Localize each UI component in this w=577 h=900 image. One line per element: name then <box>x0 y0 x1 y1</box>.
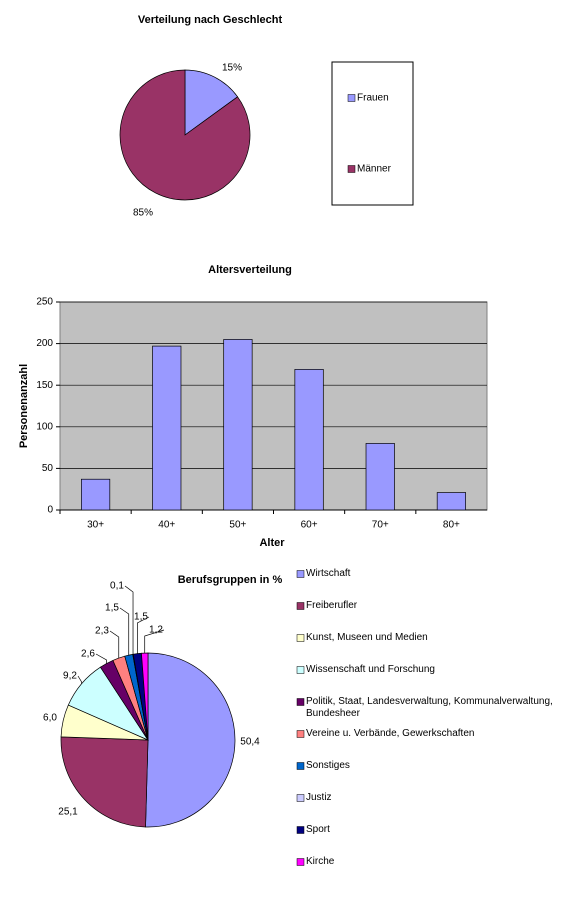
chart-title: Verteilung nach Geschlecht <box>138 14 283 26</box>
pie-slice <box>184 69 239 136</box>
chart-title: Berufsgruppen in % <box>178 574 283 586</box>
legend-label: Frauen <box>357 93 389 104</box>
legend-swatch <box>296 634 305 642</box>
y-tick-label: 100 <box>36 421 53 432</box>
legend-label: Kunst, Museen und Medien <box>306 632 428 643</box>
leader-line <box>109 630 120 659</box>
legend-swatch <box>296 666 305 674</box>
data-label: 1,5 <box>105 603 119 614</box>
data-label: 9,2 <box>63 671 77 682</box>
bar <box>294 369 324 511</box>
y-tick-label: 50 <box>42 463 54 474</box>
legend-swatch <box>296 762 305 770</box>
plot-area <box>59 301 488 511</box>
x-tick-label: 80+ <box>443 520 460 531</box>
x-tick-label: 30+ <box>87 520 104 531</box>
leader-line <box>137 616 150 654</box>
x-tick-label: 60+ <box>301 520 318 531</box>
data-label: 2,6 <box>81 649 95 660</box>
bar <box>152 345 182 511</box>
legend-item: Sport <box>306 824 330 835</box>
legend-swatch <box>347 94 356 102</box>
legend-label: Justiz <box>306 792 332 803</box>
legend-item: Wirtschaft <box>306 568 351 579</box>
bar <box>80 478 111 511</box>
legend-item: Justiz <box>306 792 332 803</box>
data-label: 50,4 <box>240 737 260 748</box>
x-tick-label: 40+ <box>158 520 175 531</box>
data-label: 2,3 <box>95 626 109 637</box>
y-tick-label: 250 <box>36 297 53 308</box>
data-label: 0,1 <box>110 581 124 592</box>
pie-slice <box>119 69 251 201</box>
legend-label: Sonstiges <box>306 760 350 771</box>
y-tick-label: 0 <box>47 505 53 516</box>
legend-item: Vereine u. Verbände, Gewerkschaften <box>306 728 475 739</box>
x-axis-label: Alter <box>259 537 285 549</box>
pie-slice <box>60 736 149 828</box>
legend-item: Politik, Staat, Landesverwaltung, Kommun… <box>306 696 553 719</box>
legend-item: Wissenschaft und Forschung <box>306 664 435 675</box>
legend-label: Wirtschaft <box>306 568 351 579</box>
data-label: 15% <box>222 63 242 74</box>
data-label: 6,0 <box>43 713 57 724</box>
legend-item: Sonstiges <box>306 760 350 771</box>
legend-label: Wissenschaft und Forschung <box>306 664 435 675</box>
data-label: 85% <box>133 208 153 219</box>
bar <box>365 443 395 511</box>
chart-title: Altersverteilung <box>208 264 292 276</box>
leader-line <box>95 653 107 664</box>
data-label: 25,1 <box>58 807 78 818</box>
bar <box>223 339 253 511</box>
bar <box>436 492 466 511</box>
x-tick-label: 70+ <box>372 520 389 531</box>
legend-swatch <box>347 165 356 173</box>
legend-label: Politik, Staat, Landesverwaltung, Kommun… <box>306 696 553 719</box>
leader-line <box>77 675 82 684</box>
legend-swatch <box>296 858 305 866</box>
legend-box <box>331 61 414 206</box>
legend-swatch <box>296 794 305 802</box>
legend-item: Freiberufler <box>306 600 358 611</box>
legend-swatch <box>296 826 305 834</box>
legend-item: Kunst, Museen und Medien <box>306 632 428 643</box>
legend-label: Freiberufler <box>306 600 358 611</box>
leader-line <box>124 585 134 655</box>
legend-swatch <box>296 602 305 610</box>
legend-item: Kirche <box>306 856 335 867</box>
data-label: 1,5 <box>134 612 148 623</box>
y-axis-label: Personenanzahl <box>18 364 30 448</box>
legend-label: Vereine u. Verbände, Gewerkschaften <box>306 728 475 739</box>
leader-line <box>144 629 165 654</box>
y-tick-label: 150 <box>36 380 53 391</box>
legend-label: Kirche <box>306 856 335 867</box>
legend-swatch <box>296 698 305 706</box>
y-tick-label: 200 <box>36 338 53 349</box>
pie-slice <box>145 652 236 828</box>
legend-swatch <box>296 570 305 578</box>
legend-label: Sport <box>306 824 330 835</box>
x-tick-label: 50+ <box>229 520 246 531</box>
data-label: 1,2 <box>149 625 163 636</box>
leader-line <box>119 607 130 656</box>
legend-label: Männer <box>357 164 392 175</box>
legend-swatch <box>296 730 305 738</box>
pie-slice <box>141 652 149 741</box>
